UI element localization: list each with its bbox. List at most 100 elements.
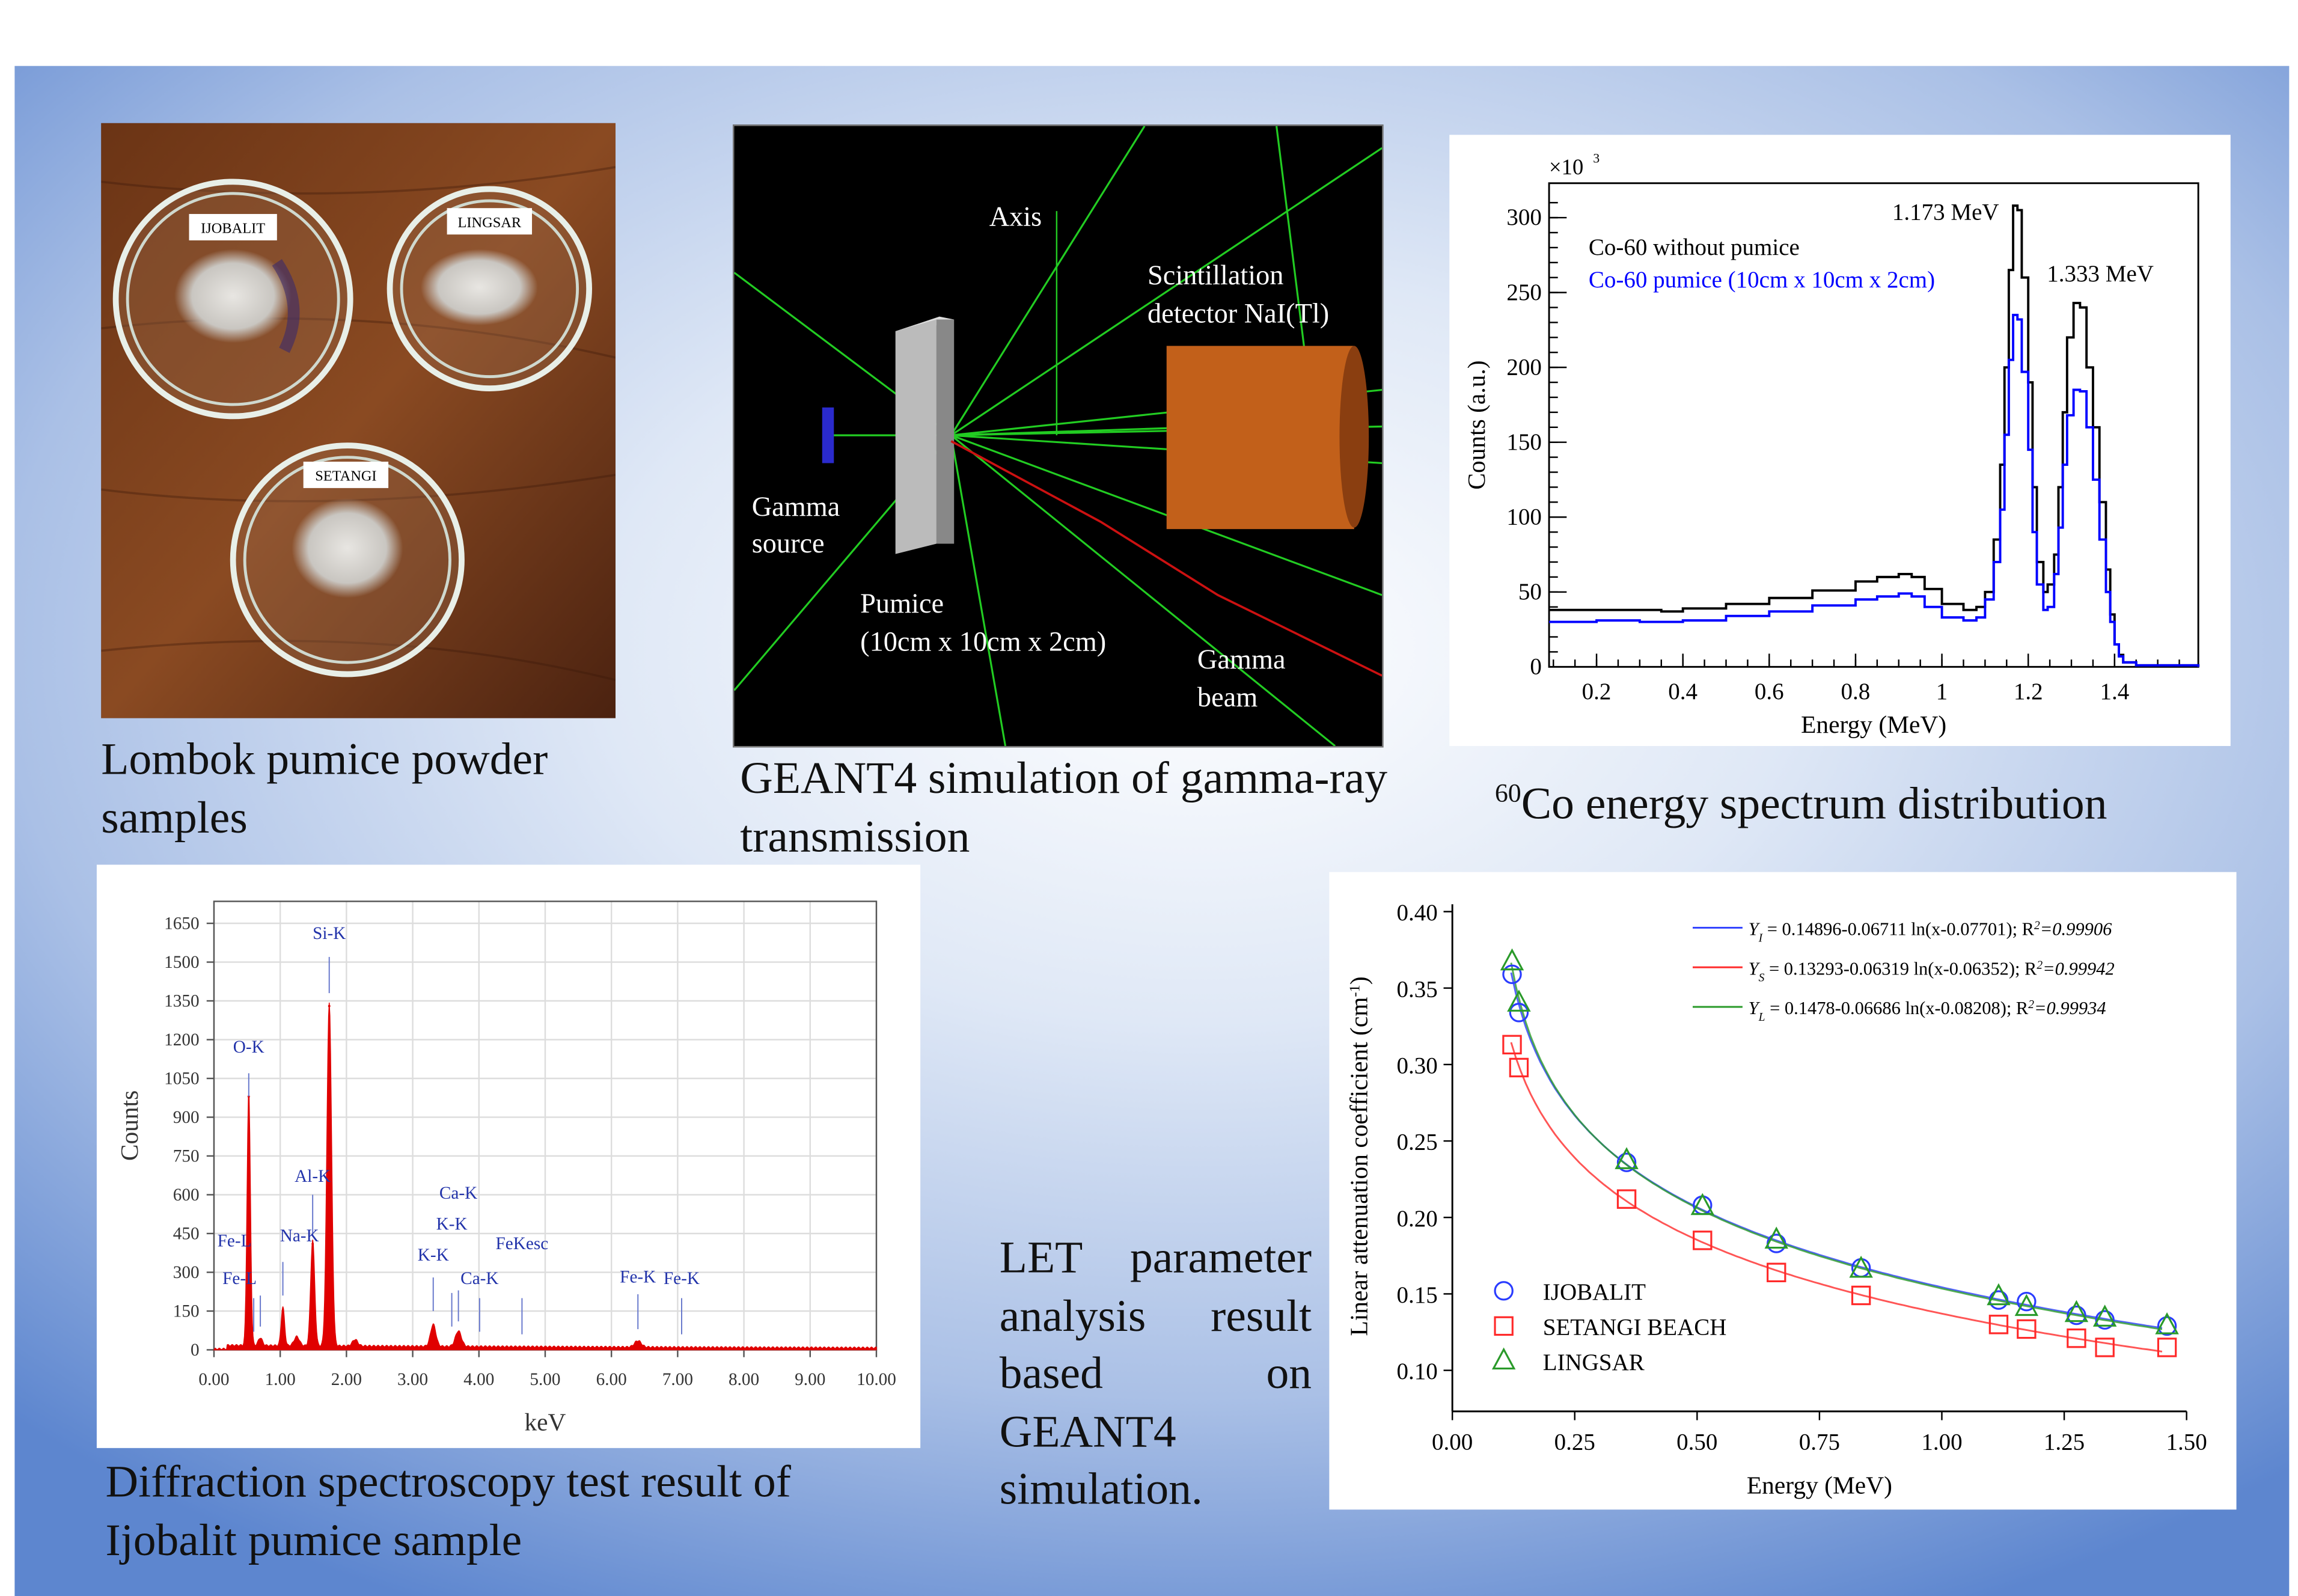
legend-label: SETANGI BEACH — [1543, 1314, 1727, 1340]
pumice-samples-photo: IJOBALIT LINGSAR SETANGI — [101, 123, 616, 718]
data-point-square — [1502, 1035, 1522, 1055]
source-label: Gamma — [752, 492, 840, 522]
petri-dish-setangi: SETANGI — [230, 442, 465, 677]
fit-curve-triangle — [1510, 962, 2163, 1330]
pumice-slab-side — [936, 319, 955, 544]
pumice-label: Pumice — [860, 589, 944, 619]
attenuation-chart: 0.00 0.25 0.50 0.75 1.00 1.25 1.50 0.10 0.15 0.20… — [1329, 872, 2237, 1510]
x-tick-label: 1.2 — [2014, 679, 2043, 705]
fit-formula: = 0.1478-0.06686 ln(x-0.08208); R — [1765, 998, 2028, 1018]
x-tick-label: 0.4 — [1668, 679, 1698, 705]
peak-label: Fe-L — [218, 1231, 252, 1250]
y-tick-label: 0.20 — [1397, 1206, 1438, 1232]
data-point-circle — [2157, 1316, 2177, 1336]
label-card — [303, 462, 389, 488]
x-axis-label: keV — [524, 1408, 566, 1436]
peak-mark — [328, 1004, 331, 1007]
y-tick-label: 1050 — [164, 1069, 200, 1089]
peak-annotation: 1.173 MeV — [1892, 200, 1999, 225]
fit-r2-value: =0.99942 — [2043, 958, 2115, 979]
y-tick-label: 900 — [173, 1108, 200, 1127]
fit-subscript: S — [1759, 971, 1765, 984]
axis-label: Axis — [989, 201, 1042, 232]
data-point-triangle — [1615, 1147, 1639, 1169]
x-axis-label: Energy (MeV) — [1747, 1471, 1892, 1499]
peak-label: FeKesc — [496, 1234, 549, 1253]
x-axis-label: Energy (MeV) — [1801, 711, 1946, 739]
peak-mark — [259, 1341, 262, 1344]
data-point-square — [2157, 1338, 2177, 1357]
data-point-square — [1767, 1262, 1786, 1283]
eds-spectrum-chart: 0.00 1.00 2.00 3.00 4.00 5.00 6.00 7.00 8.00 9.00… — [96, 864, 921, 1448]
y-multiplier: ×10 — [1549, 154, 1583, 179]
fit-r2-exponent: 2 — [2037, 959, 2043, 971]
y-tick-label: 100 — [1506, 504, 1542, 530]
data-point-triangle — [1764, 1226, 1788, 1249]
legend-entry: Co-60 pumice (10cm x 10cm x 2cm) — [1589, 267, 1935, 293]
label-card — [447, 208, 533, 235]
fit-curve-square — [1510, 1042, 2163, 1353]
x-tick-label: 5.00 — [530, 1370, 560, 1389]
geant4-simulation-image: Axis Scintillation detector NaI(Tl) Gamm… — [733, 124, 1384, 748]
data-point-square — [2017, 1319, 2037, 1339]
x-tick-label: 0.2 — [1582, 679, 1612, 705]
peak-label: K-K — [436, 1215, 468, 1234]
y-tick-label: 250 — [1506, 280, 1542, 305]
y-tick-label: 1350 — [164, 992, 200, 1011]
data-point-circle — [1509, 1003, 1529, 1023]
peak-mark — [311, 1243, 314, 1246]
peak-mark — [457, 1333, 460, 1336]
x-tick-label: 9.00 — [795, 1370, 825, 1389]
y-tick-label: 750 — [173, 1147, 200, 1166]
data-point-triangle — [1849, 1255, 1873, 1278]
x-tick-label: 0.75 — [1799, 1429, 1840, 1455]
co60-spectrum-chart: 0.2 0.4 0.6 0.8 1 1.2 1.4 0 50 100 150 200 250 300 ×10… — [1449, 135, 2231, 746]
peak-label: O-K — [233, 1038, 264, 1057]
eds-spectrum-area — [213, 1002, 877, 1351]
dish-label: SETANGI — [315, 468, 376, 485]
x-tick-label: 0.50 — [1676, 1429, 1717, 1455]
series-line-1 — [1549, 314, 2200, 667]
y-tick-label: 0.40 — [1397, 900, 1438, 926]
y-axis-label-part: ) — [1345, 976, 1374, 985]
beam-label: beam — [1197, 682, 1257, 713]
fit-symbol: Y — [1749, 919, 1761, 940]
y-tick-label: 600 — [173, 1185, 200, 1205]
peak-label: Na-K — [280, 1226, 319, 1246]
data-point-circle — [1616, 1152, 1637, 1172]
y-tick-label: 300 — [173, 1263, 200, 1282]
y-tick-label: 0.30 — [1397, 1053, 1438, 1079]
photo-caption: Lombok pumice powder samples — [101, 733, 548, 843]
data-point-triangle — [2155, 1312, 2179, 1335]
y-tick-label: 1500 — [164, 953, 200, 972]
detector-label: Scintillation — [1147, 260, 1283, 291]
data-point-triangle — [1690, 1193, 1714, 1215]
y-tick-label: 0.35 — [1397, 976, 1438, 1002]
dish-label: LINGSAR — [458, 215, 522, 231]
y-tick-label: 0 — [1530, 654, 1542, 680]
dish-label: IJOBALIT — [201, 221, 265, 237]
fit-formula: = 0.14896-0.06711 ln(x-0.07701); R — [1762, 919, 2035, 940]
x-tick-label: 0.00 — [198, 1370, 229, 1389]
data-point-triangle — [2064, 1300, 2089, 1322]
y-tick-label: 0.10 — [1397, 1359, 1438, 1384]
x-tick-label: 1 — [1936, 679, 1948, 705]
peak-mark — [281, 1310, 284, 1312]
pumice-label: (10cm x 10cm x 2cm) — [860, 627, 1106, 658]
fit-symbol: Y — [1749, 958, 1761, 979]
y-axis-label: Linear attenuation coefficient (cm-1) — [1345, 976, 1374, 1336]
x-tick-label: 4.00 — [463, 1370, 494, 1389]
x-tick-label: 3.00 — [397, 1370, 428, 1389]
x-tick-label: 2.00 — [331, 1370, 362, 1389]
y-multiplier-exponent: 3 — [1593, 151, 1600, 166]
y-tick-label: 450 — [173, 1225, 200, 1244]
data-point-triangle — [2014, 1294, 2039, 1316]
fit-formula: = 0.13293-0.06319 ln(x-0.06352); R — [1764, 958, 2037, 979]
gamma-source-icon — [822, 407, 834, 463]
data-point-circle — [2067, 1305, 2086, 1325]
data-point-triangle — [1987, 1283, 2011, 1306]
peak-label: K-K — [418, 1246, 449, 1265]
x-tick-label: 6.00 — [596, 1370, 627, 1389]
fit-r2-exponent: 2 — [2028, 998, 2034, 1011]
x-tick-label: 10.00 — [857, 1370, 896, 1389]
